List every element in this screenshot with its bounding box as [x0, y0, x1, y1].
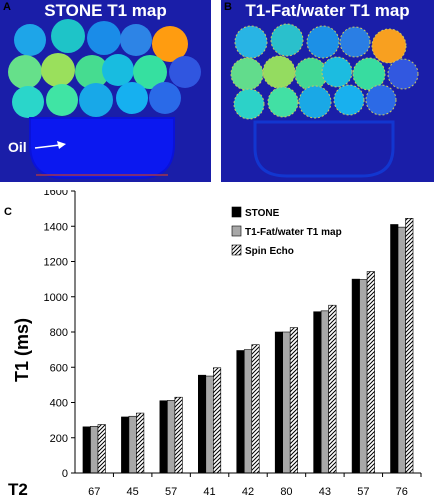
oil-container-a [29, 117, 175, 179]
bar-gray-4 [243, 349, 253, 474]
panel-a-title: STONE T1 map [44, 1, 167, 20]
legend-label: Spin Echo [245, 246, 294, 257]
bar-hatch-6 [328, 304, 337, 474]
legend-label: T1-Fat/water T1 map [245, 227, 342, 238]
bar-hatch-4 [251, 344, 260, 474]
bar-solid-4 [236, 350, 245, 474]
bar-hatch-1 [136, 412, 145, 474]
bar-solid-3 [198, 374, 207, 474]
y-tick-label: 1400 [44, 221, 68, 233]
bar-hatch-7 [366, 271, 375, 474]
y-tick-label: 400 [50, 398, 68, 410]
x-tick-label: 67 [88, 486, 100, 498]
bar-gray-8 [397, 226, 406, 474]
panel-c-letter: C [4, 206, 12, 218]
x-tick-label: 76 [396, 486, 408, 498]
panel-a-image: STONE T1 map Oil [0, 0, 211, 182]
bar-solid-2 [159, 400, 168, 474]
panel-b-title: T1-Fat/water T1 map [245, 1, 410, 20]
bars [82, 218, 414, 474]
panel-a-letter: A [3, 1, 11, 13]
x-tick-label: 43 [319, 486, 331, 498]
bar-hatch-5 [289, 327, 298, 474]
bar-solid-1 [121, 416, 130, 474]
phantom-b [230, 23, 419, 178]
y-tick-label: 600 [50, 362, 68, 374]
y-tick-label: 800 [50, 327, 68, 339]
bar-gray-6 [320, 310, 329, 474]
bar-solid-0 [82, 426, 91, 474]
bar-hatch-2 [174, 396, 183, 474]
x-tick-label: 42 [242, 486, 254, 498]
y-tick-label: 1000 [44, 292, 68, 304]
bar-gray-1 [128, 415, 137, 474]
x-tick-label: 41 [203, 486, 215, 498]
bar-solid-8 [390, 224, 399, 474]
bar-hatch-0 [97, 424, 106, 474]
bar-solid-5 [274, 331, 283, 474]
legend-swatch-solid [231, 206, 242, 218]
bar-gray-2 [167, 400, 176, 474]
bar-hatch-3 [213, 367, 222, 474]
y-tick-label: 1600 [44, 190, 68, 198]
bar-gray-3 [205, 375, 214, 474]
bar-gray-5 [282, 331, 291, 474]
y-tick-label: 200 [50, 433, 68, 445]
legend: STONE T1-Fat/water T1 map Spin Echo [231, 206, 342, 257]
legend-swatch-hatch [231, 244, 242, 256]
x-axis-prefix: T2 [8, 480, 28, 499]
oil-label: Oil [8, 139, 27, 155]
bar-hatch-8 [405, 218, 414, 474]
panel-b-image: T1-Fat/water T1 map [221, 0, 434, 182]
bar-gray-0 [90, 425, 99, 474]
x-tick-label: 57 [165, 486, 177, 498]
x-tick-label: 45 [127, 486, 139, 498]
x-tick-label: 57 [357, 486, 369, 498]
legend-swatch-gray [231, 225, 242, 237]
x-tick-label: 80 [280, 486, 292, 498]
y-axis-label: T1 (ms) [12, 318, 32, 382]
phantom-a: Oil [8, 19, 201, 179]
y-tick-label: 0 [62, 468, 68, 480]
legend-label: STONE [245, 208, 280, 219]
vials-a [8, 19, 201, 118]
chart-c: C T1 (ms) T2 0 200 400 600 800 1000 1200 1400 16… [4, 190, 422, 499]
panel-b-letter: B [224, 1, 232, 13]
vials-b [230, 23, 419, 120]
bar-gray-7 [359, 279, 368, 474]
bar-solid-7 [351, 278, 360, 474]
oil-container-b [253, 120, 395, 178]
bar-solid-6 [313, 311, 322, 474]
y-tick-label: 1200 [44, 257, 68, 269]
